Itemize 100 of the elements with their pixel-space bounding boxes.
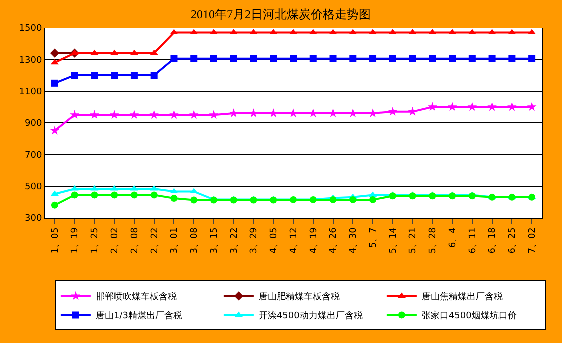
x-tick-label: 4、05	[270, 228, 280, 254]
x-tick-label: 2、22	[150, 228, 160, 254]
x-tick-label: 3、08	[190, 227, 200, 254]
x-tick-label: 5、14	[388, 227, 399, 254]
x-tick-label: 3、15	[210, 228, 220, 254]
point	[209, 110, 219, 120]
point	[409, 55, 416, 62]
point	[330, 196, 337, 204]
point	[348, 108, 358, 118]
point	[428, 102, 438, 112]
point	[150, 72, 158, 79]
point	[288, 108, 298, 118]
x-tick-label: 1、25	[90, 228, 101, 254]
point	[230, 55, 238, 62]
point	[328, 108, 338, 118]
point	[408, 107, 418, 116]
point	[190, 55, 198, 62]
point	[71, 72, 78, 79]
point	[170, 110, 179, 120]
point	[130, 50, 138, 56]
point	[308, 108, 318, 118]
legend-label: 开滦4500动力煤出厂含税	[258, 310, 363, 322]
chart-title: 2010年7月2日河北煤炭价格走势图	[191, 8, 371, 22]
point	[210, 55, 218, 62]
x-tick-label: 6、18	[488, 227, 498, 254]
point	[130, 192, 138, 199]
x-tick-label: 4、19	[309, 227, 320, 254]
point	[70, 110, 80, 120]
point	[350, 55, 357, 62]
legend-label: 唐山1/3精煤出厂含税	[96, 310, 182, 322]
y-tick-label: 1500	[19, 24, 42, 34]
legend-label: 唐山肥精煤车板含税	[258, 292, 340, 303]
point	[50, 59, 59, 65]
point	[190, 196, 198, 204]
x-tick-label: 5、28	[428, 227, 439, 254]
point	[290, 55, 297, 62]
point	[189, 110, 199, 120]
y-tick-label: 1300	[19, 56, 42, 66]
point	[468, 192, 476, 200]
point	[111, 72, 118, 79]
point	[448, 102, 458, 112]
point	[170, 55, 178, 62]
point	[71, 192, 78, 199]
y-tick-label: 500	[25, 182, 42, 192]
legend-label: 邯郸喷吹煤车板含税	[96, 292, 177, 303]
point	[468, 55, 476, 62]
point	[90, 50, 99, 56]
x-tick-label: 6、4	[448, 227, 458, 248]
point	[409, 192, 416, 200]
x-tick-label: 5、21	[408, 228, 419, 254]
point	[449, 192, 456, 200]
x-tick-label: 5、7	[368, 228, 379, 248]
point	[150, 110, 159, 120]
point	[170, 195, 178, 202]
x-tick-label: 3、01	[170, 228, 180, 254]
x-tick-label: 3、22	[230, 228, 240, 254]
x-tick-label: 4、12	[289, 228, 300, 254]
point	[50, 126, 60, 135]
point	[488, 102, 497, 112]
point	[249, 108, 258, 118]
x-tick-label: 2、08	[130, 227, 140, 254]
point	[389, 55, 396, 62]
point	[488, 55, 496, 62]
x-tick-label: 1、05	[50, 228, 61, 254]
point	[429, 192, 436, 200]
point	[130, 110, 140, 120]
legend-label: 张家口4500烟煤坑口价	[422, 310, 517, 322]
point	[429, 55, 436, 62]
point	[310, 55, 317, 62]
point	[527, 102, 537, 112]
point	[350, 196, 357, 204]
point	[51, 80, 58, 87]
point	[150, 192, 158, 199]
point	[370, 196, 377, 204]
point	[370, 55, 377, 62]
y-tick-label: 1100	[19, 87, 42, 98]
point	[368, 108, 378, 118]
point	[508, 55, 516, 62]
point	[111, 192, 118, 199]
point	[229, 108, 239, 118]
point	[91, 192, 98, 199]
x-tick-label: 1、19	[70, 227, 81, 254]
point	[508, 102, 517, 112]
point	[130, 72, 138, 79]
point	[268, 108, 278, 118]
point	[150, 50, 158, 56]
x-tick-label: 6、11	[468, 228, 478, 254]
point	[70, 50, 79, 56]
x-tick-label: 2、02	[110, 228, 121, 254]
point	[528, 55, 536, 62]
x-tick-label: 6、25	[508, 228, 518, 254]
point	[50, 48, 60, 58]
y-tick-label: 900	[25, 119, 42, 130]
point	[110, 110, 120, 120]
point	[270, 55, 278, 62]
point	[91, 72, 98, 79]
point	[51, 202, 58, 209]
x-tick-label: 7、02	[528, 228, 538, 254]
point	[250, 55, 258, 62]
point	[389, 192, 396, 200]
